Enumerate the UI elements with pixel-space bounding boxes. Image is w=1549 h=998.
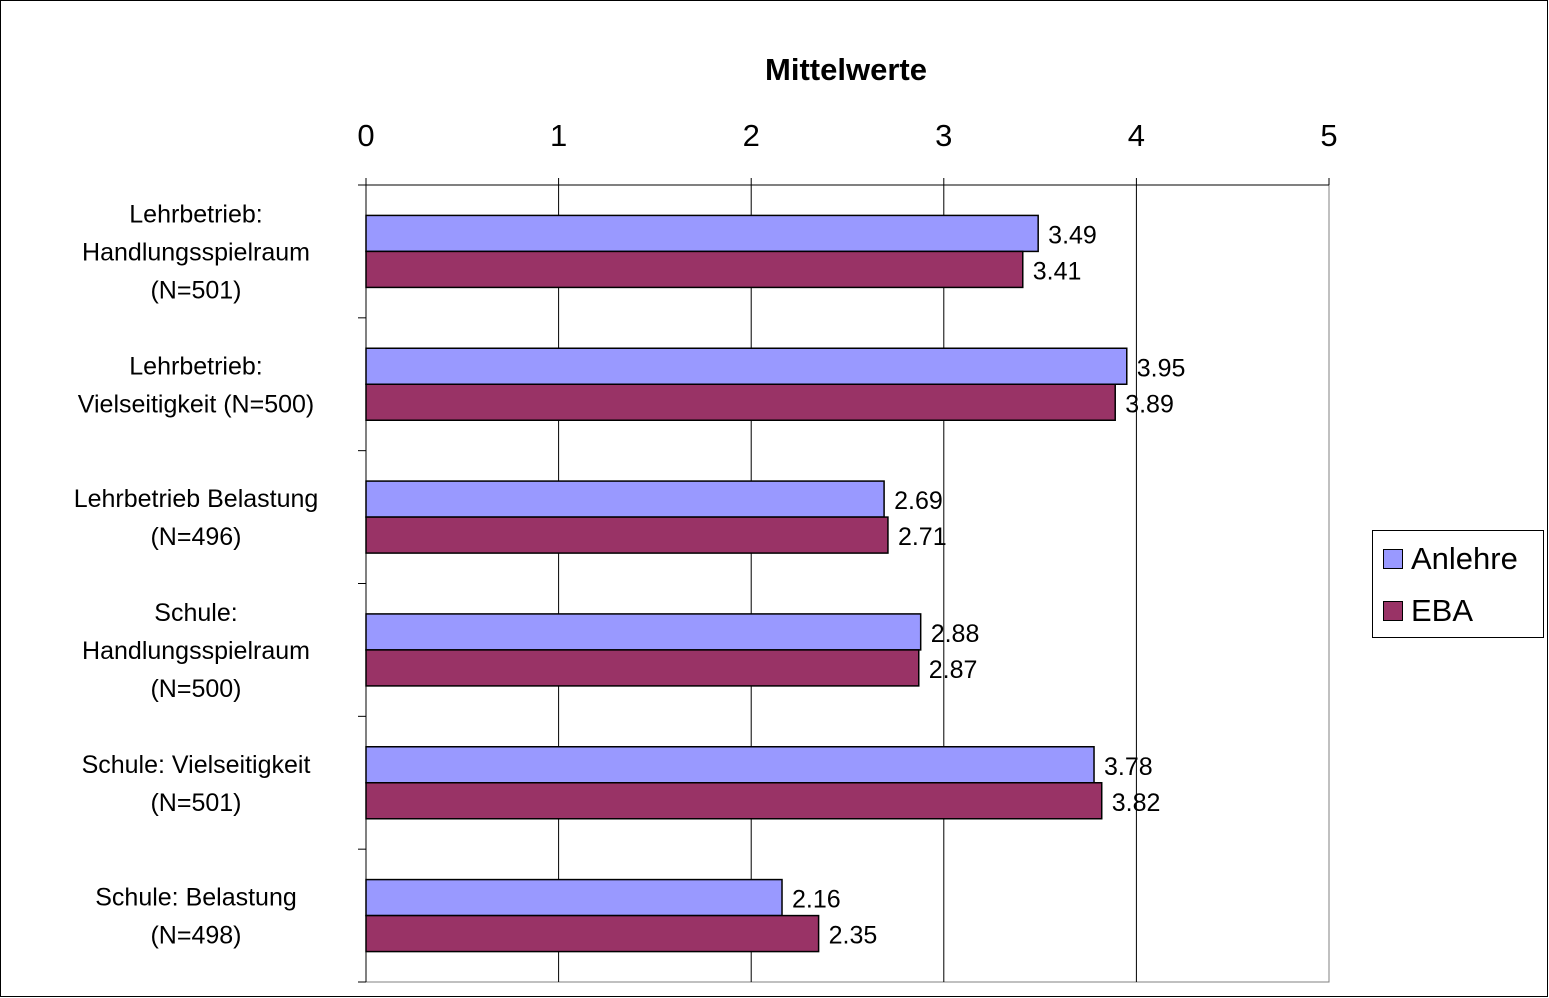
category-label-1: Lehrbetrieb: [129,352,262,380]
plot-area: 0 1 2 3 4 5 3.49 3.41 Lehrbetrieb: Handlungsspiel… [74,118,1338,983]
legend-label-eba: EBA [1411,593,1474,628]
data-label-eba-4: 3.82 [1112,789,1161,817]
category-label-4: (N=501) [150,789,241,817]
legend-item-eba: EBA [1383,591,1473,631]
bar-anlehre-5 [365,878,783,917]
x-tick-label-1: 1 [550,118,567,153]
legend: Anlehre EBA [1372,530,1544,638]
bar-eba-5 [365,914,820,953]
category-label-3: (N=500) [150,675,241,703]
bar-anlehre-1 [365,347,1128,385]
bar-anlehre-2 [365,480,885,518]
category-label-3: Handlungsspielraum [82,637,310,665]
x-tick-label-4: 4 [1128,118,1145,153]
data-label-eba-5: 2.35 [829,922,878,950]
x-tick-label-3: 3 [935,118,952,153]
data-label-anlehre-0: 3.49 [1048,221,1097,249]
data-label-anlehre-5: 2.16 [792,886,841,914]
legend-label-anlehre: Anlehre [1411,541,1518,576]
x-tick-label-2: 2 [743,118,760,153]
x-tick-label-5: 5 [1320,118,1337,153]
category-label-4: Schule: Vielseitigkeit [82,751,311,779]
bar-anlehre-4 [365,746,1095,784]
category-label-0: Lehrbetrieb: [129,200,262,228]
data-label-eba-2: 2.71 [898,523,947,551]
category-label-0: (N=501) [150,276,241,304]
legend-swatch-anlehre [1383,549,1403,569]
data-label-anlehre-3: 2.88 [931,620,980,648]
bar-anlehre-3 [365,613,922,651]
bar-eba-3 [365,649,920,687]
bar-eba-2 [365,516,889,554]
category-label-5: Schule: Belastung [95,884,297,912]
legend-item-anlehre: Anlehre [1383,539,1518,579]
bar-anlehre-0 [365,214,1039,253]
data-label-anlehre-1: 3.95 [1137,354,1186,382]
plot-area-border [365,184,1330,983]
data-label-eba-0: 3.41 [1033,257,1082,285]
category-label-5: (N=498) [150,922,241,950]
data-label-anlehre-2: 2.69 [894,487,943,515]
legend-swatch-eba [1383,601,1403,621]
bar-eba-1 [365,383,1116,421]
category-label-2: Lehrbetrieb Belastung [74,485,319,513]
bar-eba-4 [365,782,1103,820]
data-label-anlehre-4: 3.78 [1104,753,1153,781]
chart-title: Mittelwerte [765,52,927,87]
data-label-eba-3: 2.87 [929,656,978,684]
data-label-eba-1: 3.89 [1125,390,1174,418]
bar-eba-0 [365,250,1024,289]
category-label-3: Schule: [154,599,237,627]
category-label-1: Vielseitigkeit (N=500) [78,390,314,418]
x-tick-label-0: 0 [357,118,374,153]
category-label-0: Handlungsspielraum [82,238,310,266]
category-label-2: (N=496) [150,523,241,551]
